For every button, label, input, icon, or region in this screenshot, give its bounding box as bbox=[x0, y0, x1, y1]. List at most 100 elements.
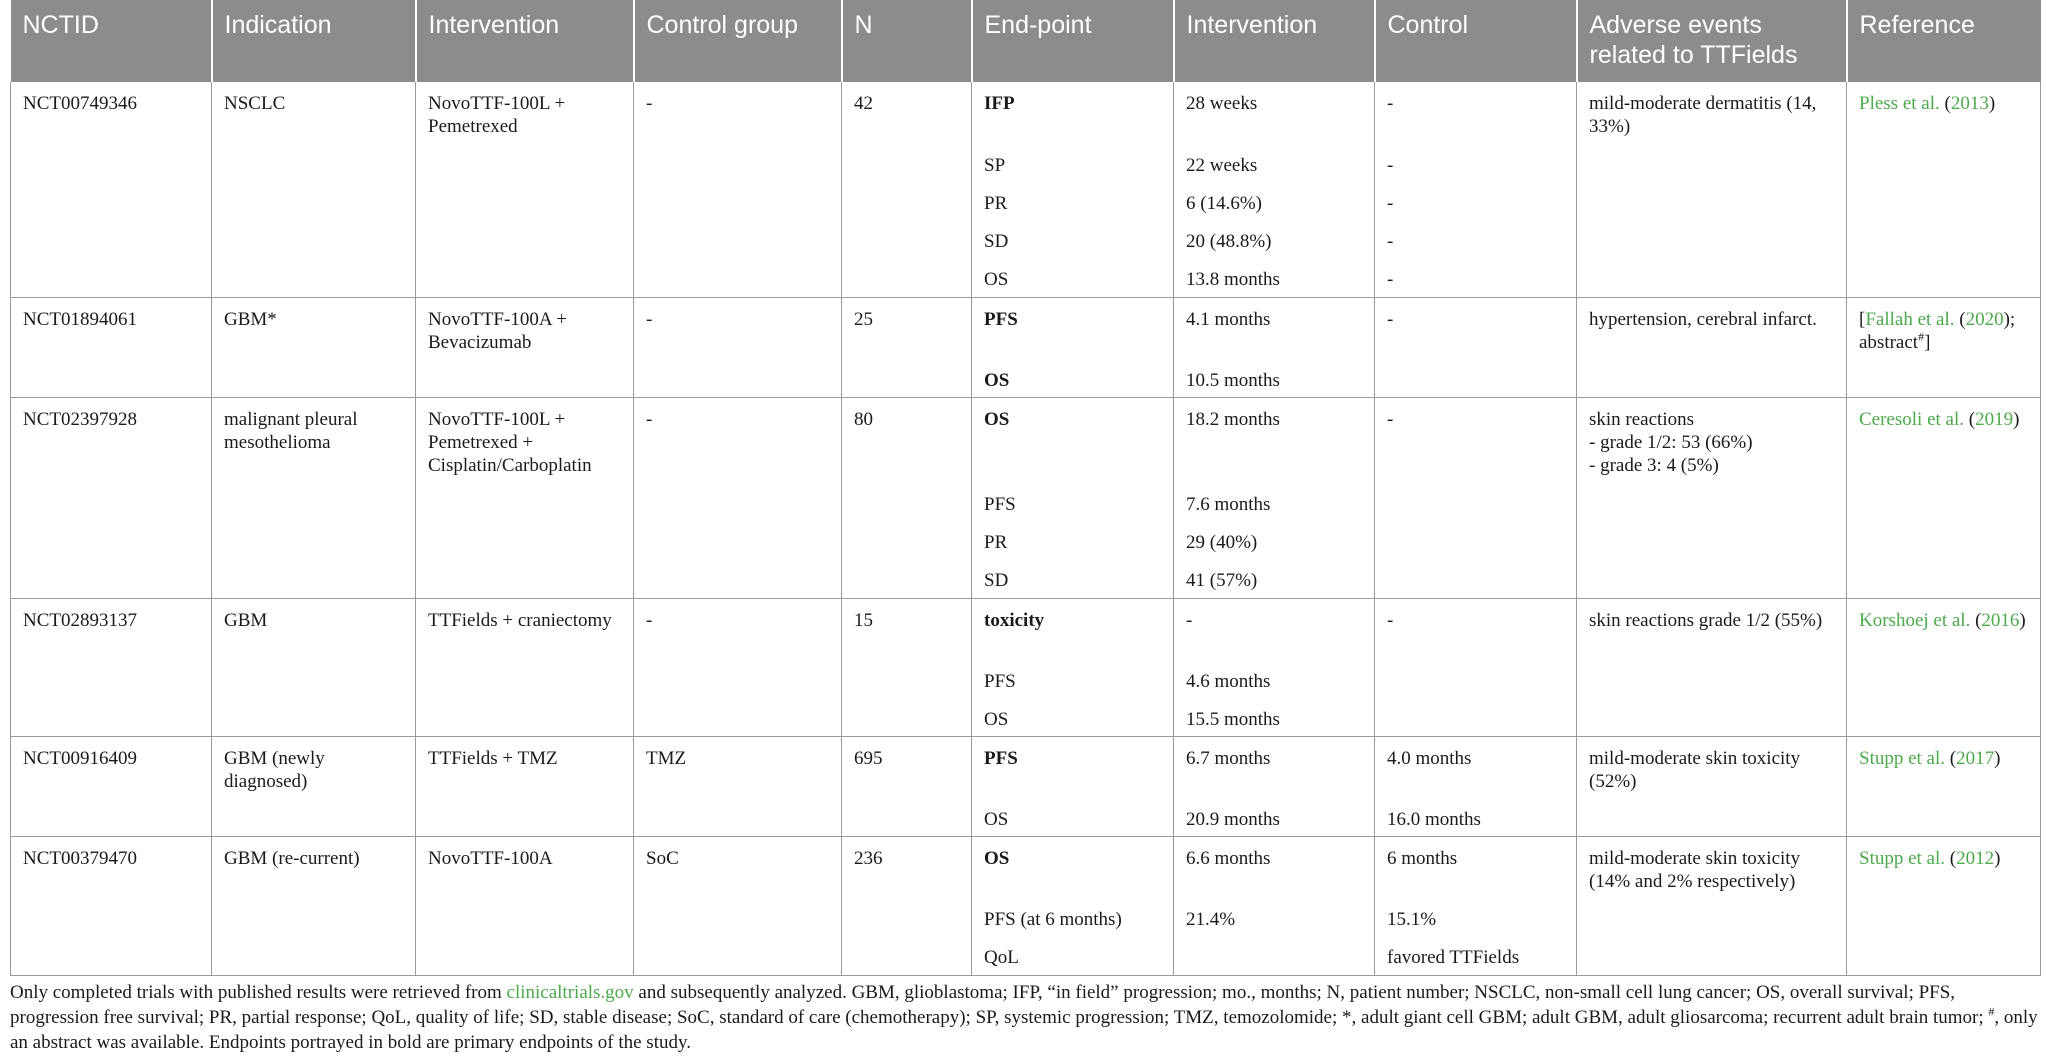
control-value: favored TTFields bbox=[1387, 946, 1520, 968]
endpoint-cell: PFS OS bbox=[971, 297, 1174, 398]
table-row: NCT02893137 GBM TTFields + craniectomy -… bbox=[10, 598, 2041, 737]
intervention-cell: NovoTTF-100A bbox=[415, 836, 634, 976]
reference-link[interactable]: Ceresoli et al. bbox=[1859, 408, 1964, 430]
indication-cell: GBM* bbox=[211, 297, 416, 398]
n-cell: 42 bbox=[841, 82, 972, 298]
endpoint-cell: OS PFS (at 6 months) QoL bbox=[971, 836, 1174, 976]
header-end-point: End-point bbox=[971, 0, 1175, 82]
control-result-cell: 6 months 15.1% favored TTFields bbox=[1374, 836, 1577, 976]
intervention-value: 18.2 months bbox=[1186, 408, 1280, 430]
intervention-result-cell: 4.1 months 10.5 months bbox=[1173, 297, 1375, 398]
control-value: 6 months bbox=[1387, 847, 1458, 869]
intervention-value: 6.7 months bbox=[1186, 747, 1271, 769]
control-group-cell: - bbox=[633, 297, 842, 398]
intervention-value: 7.6 months bbox=[1186, 493, 1271, 515]
footnote-text: and subsequently analyzed. GBM, glioblas… bbox=[10, 982, 1989, 1028]
intervention-value: 4.6 months bbox=[1186, 670, 1271, 692]
reference-link[interactable]: Fallah et al. bbox=[1865, 308, 1955, 330]
table-row: NCT00916409 GBM (newly diagnosed) TTFiel… bbox=[10, 736, 2041, 837]
intervention-value: 6 (14.6%) bbox=[1186, 193, 1262, 214]
control-value: - bbox=[1387, 408, 1394, 430]
table-row: NCT01894061 GBM* NovoTTF-100A + Bevacizu… bbox=[10, 297, 2041, 398]
table-footnote: Only completed trials with published res… bbox=[10, 980, 2040, 1055]
header-intervention: Intervention bbox=[415, 0, 635, 82]
table-row: NCT02397928 malignant pleural mesothelio… bbox=[10, 397, 2041, 599]
control-result-cell: - bbox=[1374, 397, 1577, 599]
reference-link[interactable]: Stupp et al. bbox=[1859, 747, 1946, 769]
intervention-cell: NovoTTF-100A + Bevacizumab bbox=[415, 297, 634, 398]
reference-year-link[interactable]: 2016 bbox=[1981, 609, 2020, 631]
control-group-cell: - bbox=[633, 598, 842, 737]
indication-cell: malignant pleural mesothelioma bbox=[211, 397, 416, 599]
intervention-value: 29 (40%) bbox=[1186, 531, 1258, 553]
reference-year-link[interactable]: 2017 bbox=[1956, 747, 1995, 769]
n-cell: 80 bbox=[841, 397, 972, 599]
control-result-cell: - bbox=[1374, 297, 1577, 398]
endpoint-label: PFS bbox=[984, 747, 1018, 769]
reference-year-link[interactable]: 2013 bbox=[1950, 93, 1989, 114]
control-value: - bbox=[1387, 308, 1394, 330]
intervention-value: 21.4% bbox=[1186, 908, 1236, 930]
control-value: - bbox=[1387, 193, 1394, 214]
endpoint-label: OS bbox=[984, 408, 1010, 430]
header-reference: Reference bbox=[1846, 0, 2041, 82]
intervention-value: 28 weeks bbox=[1186, 93, 1258, 114]
control-value: - bbox=[1387, 231, 1394, 252]
intervention-result-cell: - 4.6 months 15.5 months bbox=[1173, 598, 1375, 737]
endpoint-label: OS bbox=[984, 708, 1009, 730]
header-adverse-events: Adverse events related to TTFields bbox=[1576, 0, 1848, 82]
intervention-value: 20.9 months bbox=[1186, 808, 1280, 830]
control-group-cell: - bbox=[633, 82, 842, 298]
intervention-cell: NovoTTF-100L + Pemetrexed bbox=[415, 82, 634, 298]
control-value: 15.1% bbox=[1387, 908, 1437, 930]
endpoint-label: SP bbox=[984, 155, 1006, 176]
clinicaltrials-link[interactable]: clinicaltrials.gov bbox=[506, 982, 634, 1003]
n-cell: 15 bbox=[841, 598, 972, 737]
header-indication: Indication bbox=[211, 0, 417, 82]
footnote-text: Only completed trials with published res… bbox=[10, 982, 507, 1003]
reference-year-link[interactable]: 2019 bbox=[1975, 408, 2014, 430]
reference-cell: Ceresoli et al. (2019) bbox=[1846, 397, 2041, 599]
reference-link[interactable]: Pless et al. bbox=[1859, 93, 1940, 114]
endpoint-label: PFS bbox=[984, 493, 1016, 515]
adverse-events-cell: hypertension, cerebral infarct. bbox=[1576, 297, 1847, 398]
reference-year-link[interactable]: 2020 bbox=[1965, 308, 2004, 330]
reference-link[interactable]: Korshoej et al. bbox=[1859, 609, 1971, 631]
intervention-result-cell: 28 weeks 22 weeks 6 (14.6%) 20 (48.8%) 1… bbox=[1173, 82, 1375, 298]
control-value: - bbox=[1387, 155, 1394, 176]
nctid-cell: NCT00749346 bbox=[10, 82, 212, 298]
endpoint-cell: toxicity PFS OS bbox=[971, 598, 1174, 737]
intervention-value: 41 (57%) bbox=[1186, 569, 1258, 591]
endpoint-cell: PFS OS bbox=[971, 736, 1174, 837]
nctid-cell: NCT02397928 bbox=[10, 397, 212, 599]
nctid-cell: NCT01894061 bbox=[10, 297, 212, 398]
reference-link[interactable]: Stupp et al. bbox=[1859, 847, 1946, 869]
endpoint-label: PFS bbox=[984, 670, 1016, 692]
reference-cell: Stupp et al. (2012) bbox=[1846, 836, 2041, 976]
control-value: 4.0 months bbox=[1387, 747, 1472, 769]
nctid-cell: NCT00379470 bbox=[10, 836, 212, 976]
endpoint-label: PFS bbox=[984, 308, 1018, 330]
adverse-event-line: - grade 1/2: 53 (66%) bbox=[1589, 431, 1753, 453]
footnote-marker: # bbox=[1918, 329, 1925, 344]
reference-year-link[interactable]: 2012 bbox=[1956, 847, 1995, 869]
reference-cell: [Fallah et al. (2020); abstract#] bbox=[1846, 297, 2041, 398]
intervention-result-cell: 6.7 months 20.9 months bbox=[1173, 736, 1375, 837]
control-result-cell: - bbox=[1374, 598, 1577, 737]
endpoint-cell: IFP SP PR SD OS bbox=[971, 82, 1174, 298]
header-intervention-result: Intervention bbox=[1173, 0, 1376, 82]
control-result-cell: - - - - - bbox=[1374, 82, 1577, 298]
header-control-group: Control group bbox=[633, 0, 843, 82]
footnote-text: , only an abstract was available. Endpoi… bbox=[10, 1007, 2038, 1053]
control-value: - bbox=[1387, 93, 1394, 114]
intervention-value: 6.6 months bbox=[1186, 847, 1271, 869]
reference-extra: abstract bbox=[1859, 331, 1919, 353]
adverse-events-cell: mild-moderate dermatitis (14, 33%) bbox=[1576, 82, 1847, 298]
intervention-cell: NovoTTF-100L + Pemetrexed + Cisplatin/Ca… bbox=[415, 397, 634, 599]
intervention-value: - bbox=[1186, 609, 1193, 631]
indication-cell: NSCLC bbox=[211, 82, 416, 298]
n-cell: 236 bbox=[841, 836, 972, 976]
intervention-cell: TTFields + TMZ bbox=[415, 736, 634, 837]
control-group-cell: - bbox=[633, 397, 842, 599]
endpoint-label: SD bbox=[984, 569, 1009, 591]
